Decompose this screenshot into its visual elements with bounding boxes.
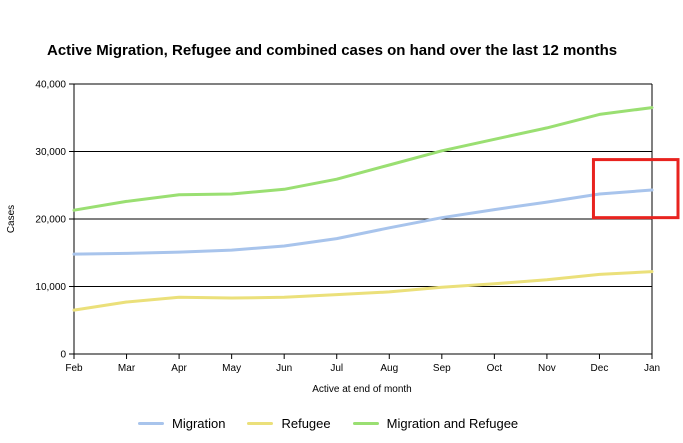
legend-label-refugee: Refugee (281, 416, 331, 431)
chart-title: Active Migration, Refugee and combined c… (47, 42, 618, 59)
legend-label-migration: Migration (172, 416, 226, 431)
legend-swatch-migration (138, 422, 164, 425)
legend-item-migration[interactable]: Migration (138, 416, 225, 431)
x-tick-label: Nov (538, 363, 556, 374)
legend-item-combined[interactable]: Migration and Refugee (352, 416, 519, 431)
x-tick-label: Dec (591, 363, 609, 374)
legend-item-refugee[interactable]: Refugee (247, 416, 331, 431)
x-tick-label: Jul (330, 363, 343, 374)
series-line-refugee (72, 270, 654, 312)
x-tick-label: Jun (276, 363, 292, 374)
gridlines (74, 83, 652, 287)
x-tick-label: Aug (380, 363, 398, 374)
y-tick-label: 40,000 (35, 80, 66, 91)
y-tick-label: 20,000 (35, 215, 66, 226)
legend-label-combined: Migration and Refugee (386, 416, 519, 431)
x-tick-label: May (222, 363, 241, 374)
y-tick-label: 0 (60, 350, 66, 361)
series-line-migration-and-refugee (72, 106, 654, 212)
y-tick-label: 30,000 (35, 147, 66, 158)
annotations (591, 158, 680, 220)
x-tick-label: Oct (487, 363, 503, 374)
x-tick-label: Feb (65, 363, 83, 374)
y-tick-label: 10,000 (35, 282, 66, 293)
legend-swatch-combined (352, 422, 379, 425)
series-line-migration (72, 188, 654, 256)
highlight-box (591, 158, 680, 220)
y-axis-title: Cases (6, 205, 17, 233)
series-lines (72, 106, 654, 312)
legend: Migration Refugee Migration and Refugee (138, 416, 540, 431)
x-tick-label: Mar (118, 363, 136, 374)
x-tick-label: Jan (644, 363, 660, 374)
x-axis-title: Active at end of month (312, 384, 412, 395)
x-tick-label: Sep (433, 363, 451, 374)
legend-swatch-refugee (247, 422, 274, 425)
x-tick-label: Apr (171, 363, 187, 374)
